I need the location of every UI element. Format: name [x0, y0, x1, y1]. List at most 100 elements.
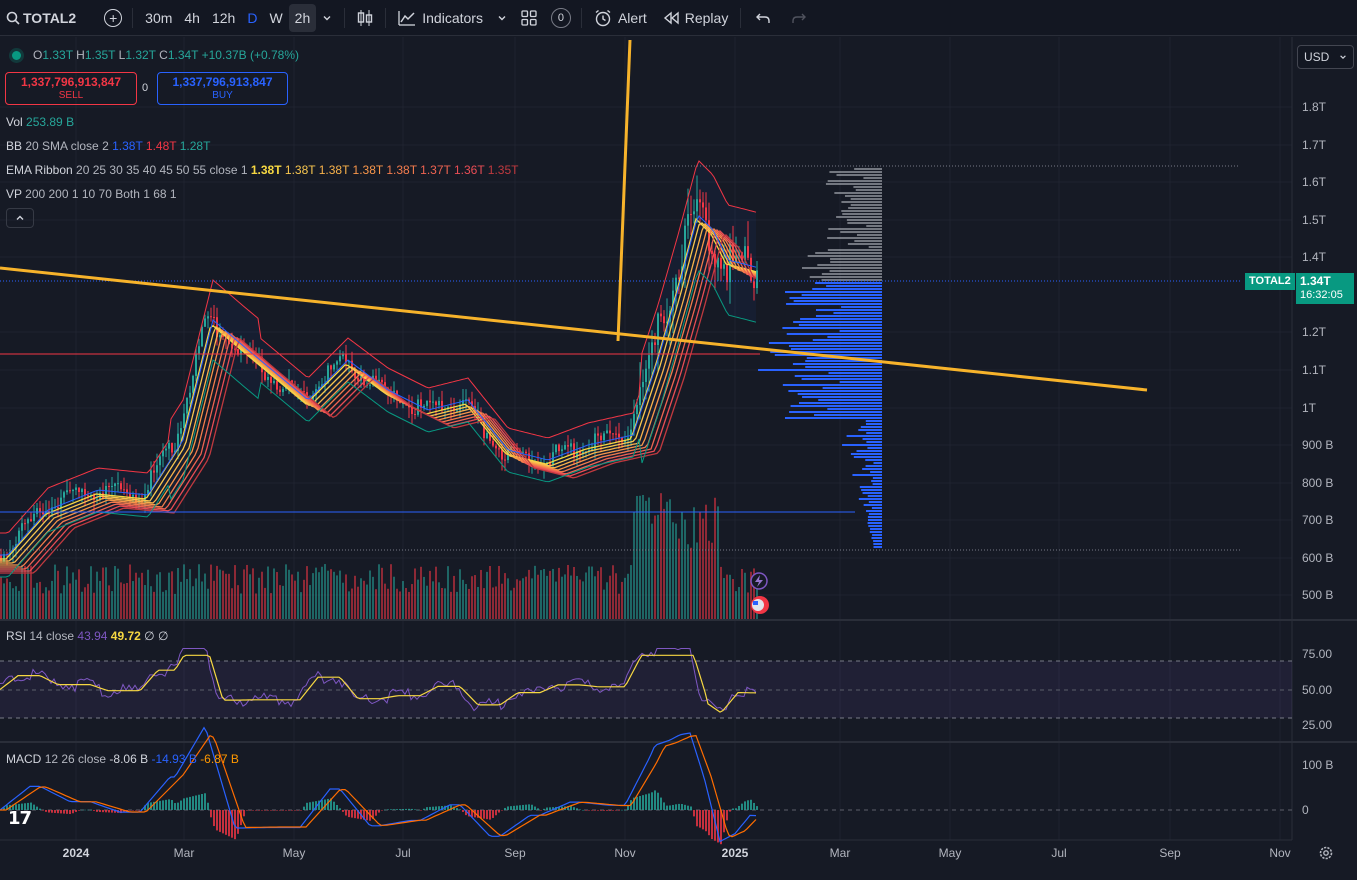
volume-bar [69, 583, 71, 619]
bb-legend[interactable]: BB 20 SMA close 2 1.38T 1.48T 1.28T [6, 139, 210, 153]
volume-profile-bar [817, 264, 882, 266]
volume-bar [663, 508, 665, 619]
volume-profile-bar [793, 321, 882, 323]
rsi-axis-label: 50.00 [1302, 683, 1332, 697]
volume-bar [285, 564, 287, 619]
candle-body [330, 365, 332, 370]
macd-legend[interactable]: MACD 12 26 close -8.06 B -14.93 B -6.87 … [6, 752, 239, 766]
candle-body [21, 523, 23, 531]
volume-bar [15, 586, 17, 619]
macd-histogram-bar [225, 810, 227, 835]
volume-profile-bar [840, 231, 882, 233]
volume-bar [357, 586, 359, 619]
vertical-trendline[interactable] [616, 39, 632, 342]
candle-body [612, 433, 614, 435]
compare-symbol-button[interactable]: + [98, 0, 128, 36]
volume-bar [720, 566, 722, 619]
macd-histogram-bar [690, 806, 692, 810]
candle-body [267, 376, 269, 380]
volume-bar [378, 564, 380, 619]
macd-histogram-bar [753, 802, 755, 810]
volume-bar [597, 570, 599, 619]
volume-bar [654, 515, 656, 619]
macd-histogram-bar [204, 793, 206, 810]
layouts-count[interactable]: 0 [545, 0, 577, 36]
descending-trendline[interactable] [0, 266, 1148, 392]
indicators-dropdown[interactable] [491, 0, 513, 36]
volume-bar [486, 571, 488, 619]
rsi-legend[interactable]: RSI 14 close 43.94 49.72 ∅ ∅ [6, 629, 168, 643]
volume-bar [417, 579, 419, 619]
collapse-legend-button[interactable] [6, 208, 34, 228]
volume-bar [309, 585, 311, 619]
timeframe-2h[interactable]: 2h [288, 3, 317, 32]
volume-bar [633, 511, 635, 619]
volume-bar [465, 584, 467, 619]
volume-bar [579, 579, 581, 619]
candle-body [198, 346, 200, 354]
undo-button[interactable] [745, 0, 781, 36]
volume-bar [39, 581, 41, 619]
redo-button[interactable] [781, 0, 817, 36]
timeframe-d[interactable]: D [247, 9, 258, 26]
candle-body [633, 414, 635, 430]
timeframe-30m[interactable]: 30m [145, 9, 173, 26]
tradingview-logo[interactable]: 17 [8, 808, 32, 829]
volume-bar [177, 568, 179, 619]
volume-profile-bar [871, 507, 882, 509]
volume-bar [588, 566, 590, 619]
vp-legend[interactable]: VP 200 200 1 10 70 Both 1 68 1 [6, 187, 177, 201]
layouts-button[interactable] [513, 0, 545, 36]
volume-bar [273, 568, 275, 619]
macd-histogram-bar [408, 808, 410, 810]
volume-bar [411, 584, 413, 619]
volume-bar [498, 565, 500, 619]
candle-body [723, 264, 725, 269]
alert-button[interactable]: Alert [586, 0, 655, 36]
ema-ribbon-legend[interactable]: EMA Ribbon 20 25 30 35 40 45 50 55 close… [6, 163, 518, 177]
symbol-search[interactable]: TOTAL2 [0, 0, 82, 36]
volume-bar [717, 506, 719, 619]
bb-name: BB [6, 139, 23, 153]
candle-body [426, 400, 428, 406]
volume-profile-bar [844, 195, 882, 197]
gear-icon[interactable] [1318, 845, 1334, 866]
volume-bar [129, 564, 131, 619]
chart-type-button[interactable] [349, 0, 381, 36]
macd-histogram-bar [390, 809, 392, 810]
timeframe-12h[interactable]: 12h [211, 9, 236, 26]
candle-body [750, 257, 752, 282]
price-axis-label: 900 B [1302, 438, 1333, 452]
macd-histogram-bar [603, 810, 605, 811]
timeframe-dropdown[interactable] [316, 4, 338, 32]
currency-selector[interactable]: USD [1297, 45, 1354, 69]
timeframe-4h[interactable]: 4h [184, 9, 200, 26]
low-value: 1.32T [125, 48, 156, 62]
candle-body [339, 356, 341, 362]
bollinger-lower-band [0, 270, 757, 578]
candle-body [636, 404, 638, 415]
buy-button[interactable]: 1,337,796,913,847 BUY [157, 72, 288, 105]
indicators-button[interactable]: Indicators [390, 0, 491, 36]
lightning-event-marker[interactable] [750, 572, 768, 590]
volume-bar [684, 519, 686, 619]
volume-profile-bar [847, 243, 882, 245]
volume-bar [216, 565, 218, 619]
sell-button[interactable]: 1,337,796,913,847 SELL [5, 72, 137, 105]
volume-legend[interactable]: Vol 253.89 B [6, 115, 74, 129]
volume-bar [171, 571, 173, 619]
candle-body [168, 443, 170, 449]
chart-canvas[interactable]: 1.8T 1.7T 1.6T 1.5T 1.4T 1.2T 1.1T 1T 900 B 800 B… [0, 37, 1357, 880]
volume-bar [741, 568, 743, 619]
macd-histogram-bar [81, 809, 83, 811]
candle-body [693, 211, 695, 215]
replay-button[interactable]: Replay [655, 0, 737, 36]
timeframe-w[interactable]: W [269, 9, 283, 26]
candle-body [342, 354, 344, 357]
us-flag-event-marker[interactable] [751, 596, 769, 614]
volume-bar [450, 591, 452, 619]
volume-bar [297, 571, 299, 619]
candle-body [705, 207, 707, 221]
buy-price: 1,337,796,913,847 [172, 75, 273, 89]
macd-histogram-bar [333, 801, 335, 810]
